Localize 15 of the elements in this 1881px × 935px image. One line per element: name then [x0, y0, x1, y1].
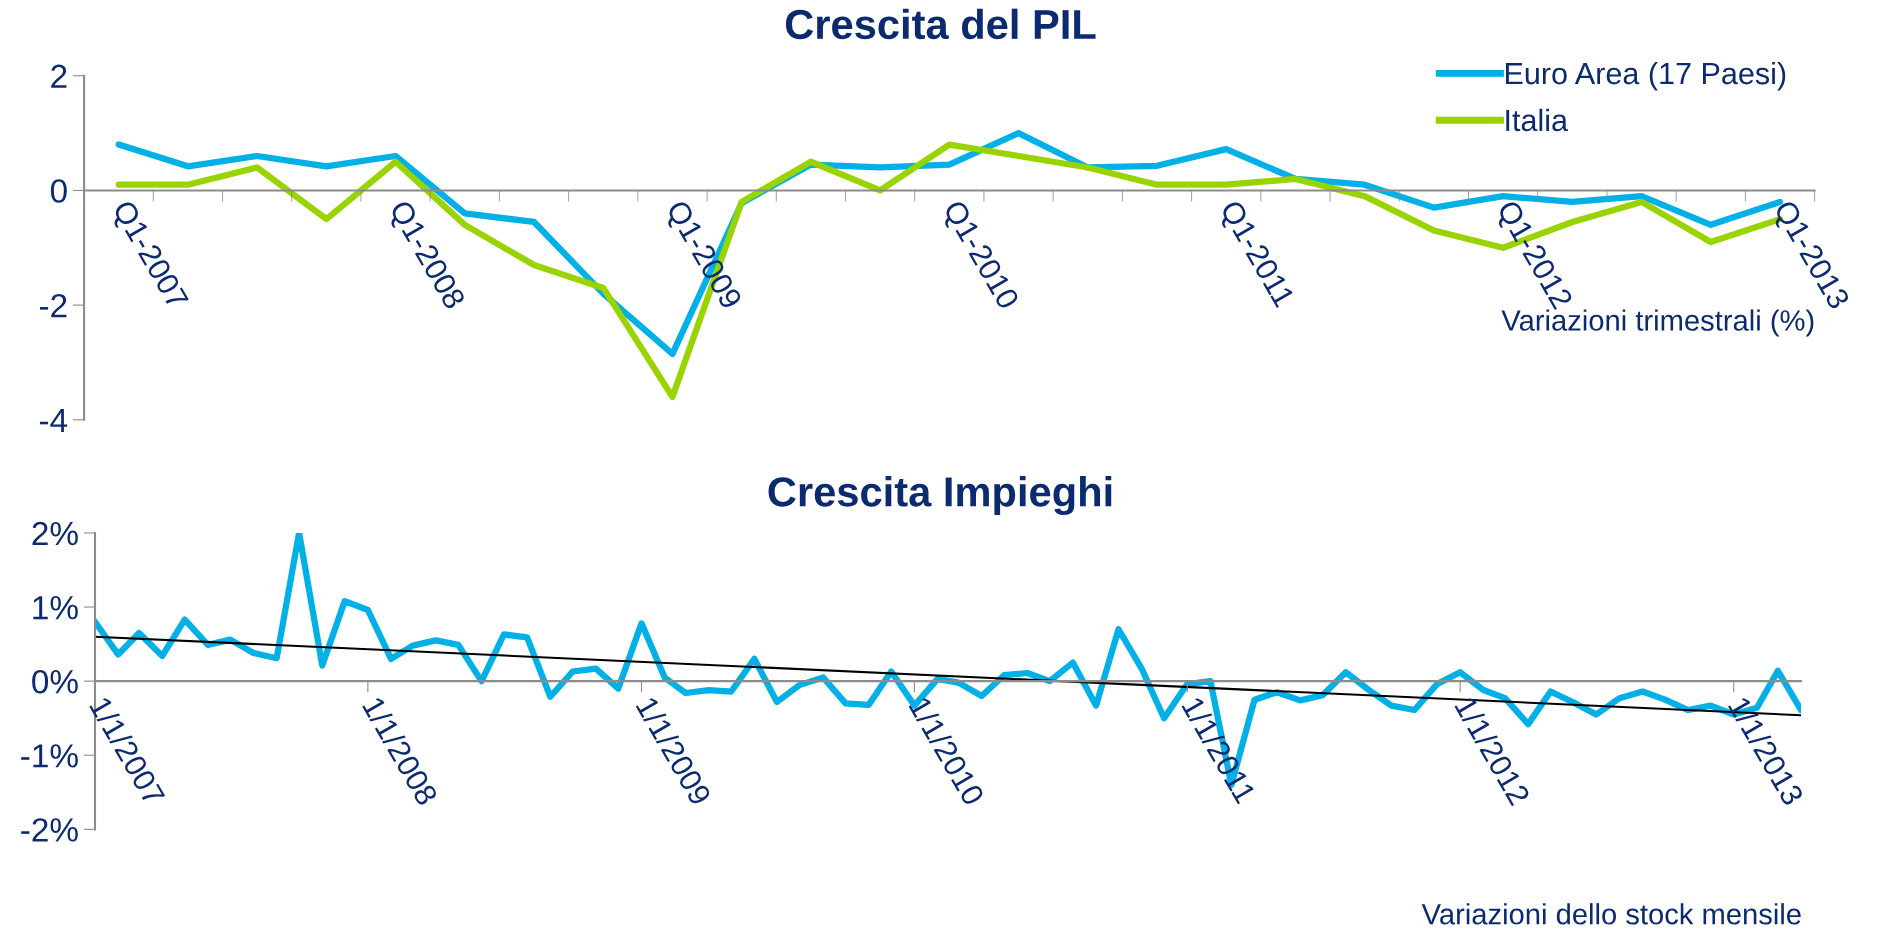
- chart-title: Crescita Impieghi: [768, 476, 1112, 516]
- y-tick-label: -2%: [21, 818, 78, 842]
- y-tick-label: -4: [39, 408, 68, 432]
- text: Variazioni dello stock mensile: [1421, 903, 1801, 925]
- legend-label: Italia: [1506, 108, 1569, 132]
- legend-label: Euro Area (17 Paesi): [1505, 61, 1786, 91]
- y-tick-label: 2%: [32, 521, 78, 546]
- annotation: Variazioni trimestrali (%): [1501, 309, 1814, 337]
- y-tick-label: 0: [50, 179, 67, 203]
- y-tick-label: 1%: [33, 596, 78, 620]
- y-tick-label: 2: [51, 64, 67, 88]
- chart-title: Crescita del PIL: [785, 8, 1096, 40]
- y-tick-label: -2: [39, 293, 67, 318]
- y-tick-label: -1%: [21, 744, 78, 768]
- y-tick-label: 0%: [32, 669, 78, 694]
